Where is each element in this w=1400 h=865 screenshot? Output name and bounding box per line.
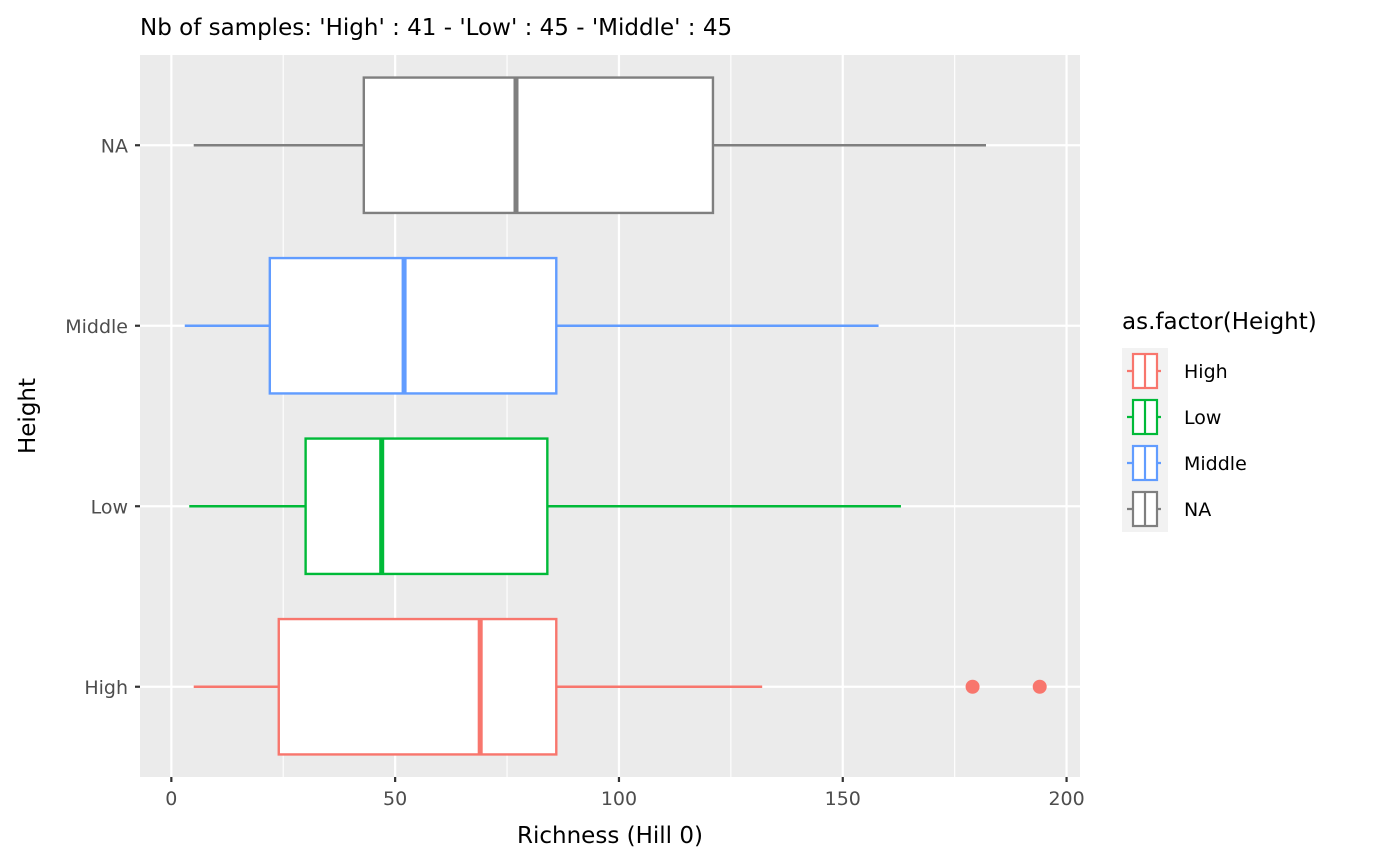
- outlier-point: [965, 679, 980, 694]
- y-axis: High Low Middle NA: [65, 135, 140, 699]
- box-group-middle: [184, 256, 879, 395]
- iqr-box: [362, 76, 715, 215]
- y-tick-label: Middle: [65, 316, 128, 338]
- box-group-low: [189, 437, 901, 576]
- y-axis-title: Height: [15, 378, 41, 454]
- iqr-box: [277, 617, 558, 756]
- legend-label: Middle: [1184, 453, 1247, 475]
- legend-item-middle: Middle: [1122, 440, 1247, 486]
- legend-item-low: Low: [1122, 394, 1221, 440]
- legend-label: Low: [1184, 407, 1221, 429]
- x-axis-title: Richness (Hill 0): [517, 823, 703, 849]
- iqr-box: [268, 256, 558, 395]
- legend-item-na: NA: [1122, 486, 1211, 532]
- legend-label: NA: [1184, 499, 1211, 521]
- legend-label: High: [1184, 361, 1228, 383]
- legend-item-high: High: [1122, 348, 1228, 394]
- boxes-layer: [184, 76, 1047, 756]
- legend-items: High Low Middle NA: [1122, 348, 1247, 532]
- x-tick-label: 0: [165, 788, 177, 810]
- y-tick-label: Low: [91, 496, 128, 518]
- x-axis: 0 50 100 150 200: [165, 777, 1085, 810]
- y-tick-label: NA: [101, 135, 128, 157]
- x-tick-label: 100: [601, 788, 637, 810]
- legend-title: as.factor(Height): [1122, 309, 1317, 335]
- chart-title: Nb of samples: 'High' : 41 - 'Low' : 45 …: [140, 15, 732, 41]
- legend: as.factor(Height) High Low Middle NA: [1122, 309, 1317, 532]
- x-tick-label: 200: [1048, 788, 1084, 810]
- y-tick-label: High: [84, 677, 128, 699]
- outlier-point: [1032, 679, 1047, 694]
- box-group-high: [193, 617, 1047, 756]
- x-tick-label: 50: [383, 788, 407, 810]
- box-group-na: [193, 76, 986, 215]
- iqr-box: [304, 437, 549, 576]
- x-tick-label: 150: [825, 788, 861, 810]
